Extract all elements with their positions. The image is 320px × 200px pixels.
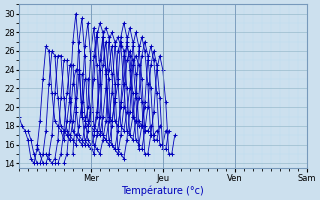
X-axis label: Température (°c): Température (°c) <box>121 185 204 196</box>
